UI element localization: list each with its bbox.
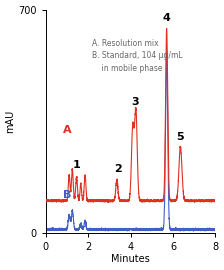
X-axis label: Minutes: Minutes	[111, 254, 150, 264]
Text: 4: 4	[163, 13, 171, 23]
Text: A: A	[63, 125, 71, 135]
Text: B: B	[63, 190, 71, 200]
Text: 5: 5	[177, 132, 184, 142]
Text: 3: 3	[131, 97, 139, 107]
Y-axis label: mAU: mAU	[6, 109, 15, 133]
Text: 2: 2	[114, 164, 122, 174]
Text: A. Resolution mix
B. Standard, 104 μg/mL
    in mobile phase: A. Resolution mix B. Standard, 104 μg/mL…	[92, 39, 182, 73]
Text: 1: 1	[73, 160, 80, 170]
